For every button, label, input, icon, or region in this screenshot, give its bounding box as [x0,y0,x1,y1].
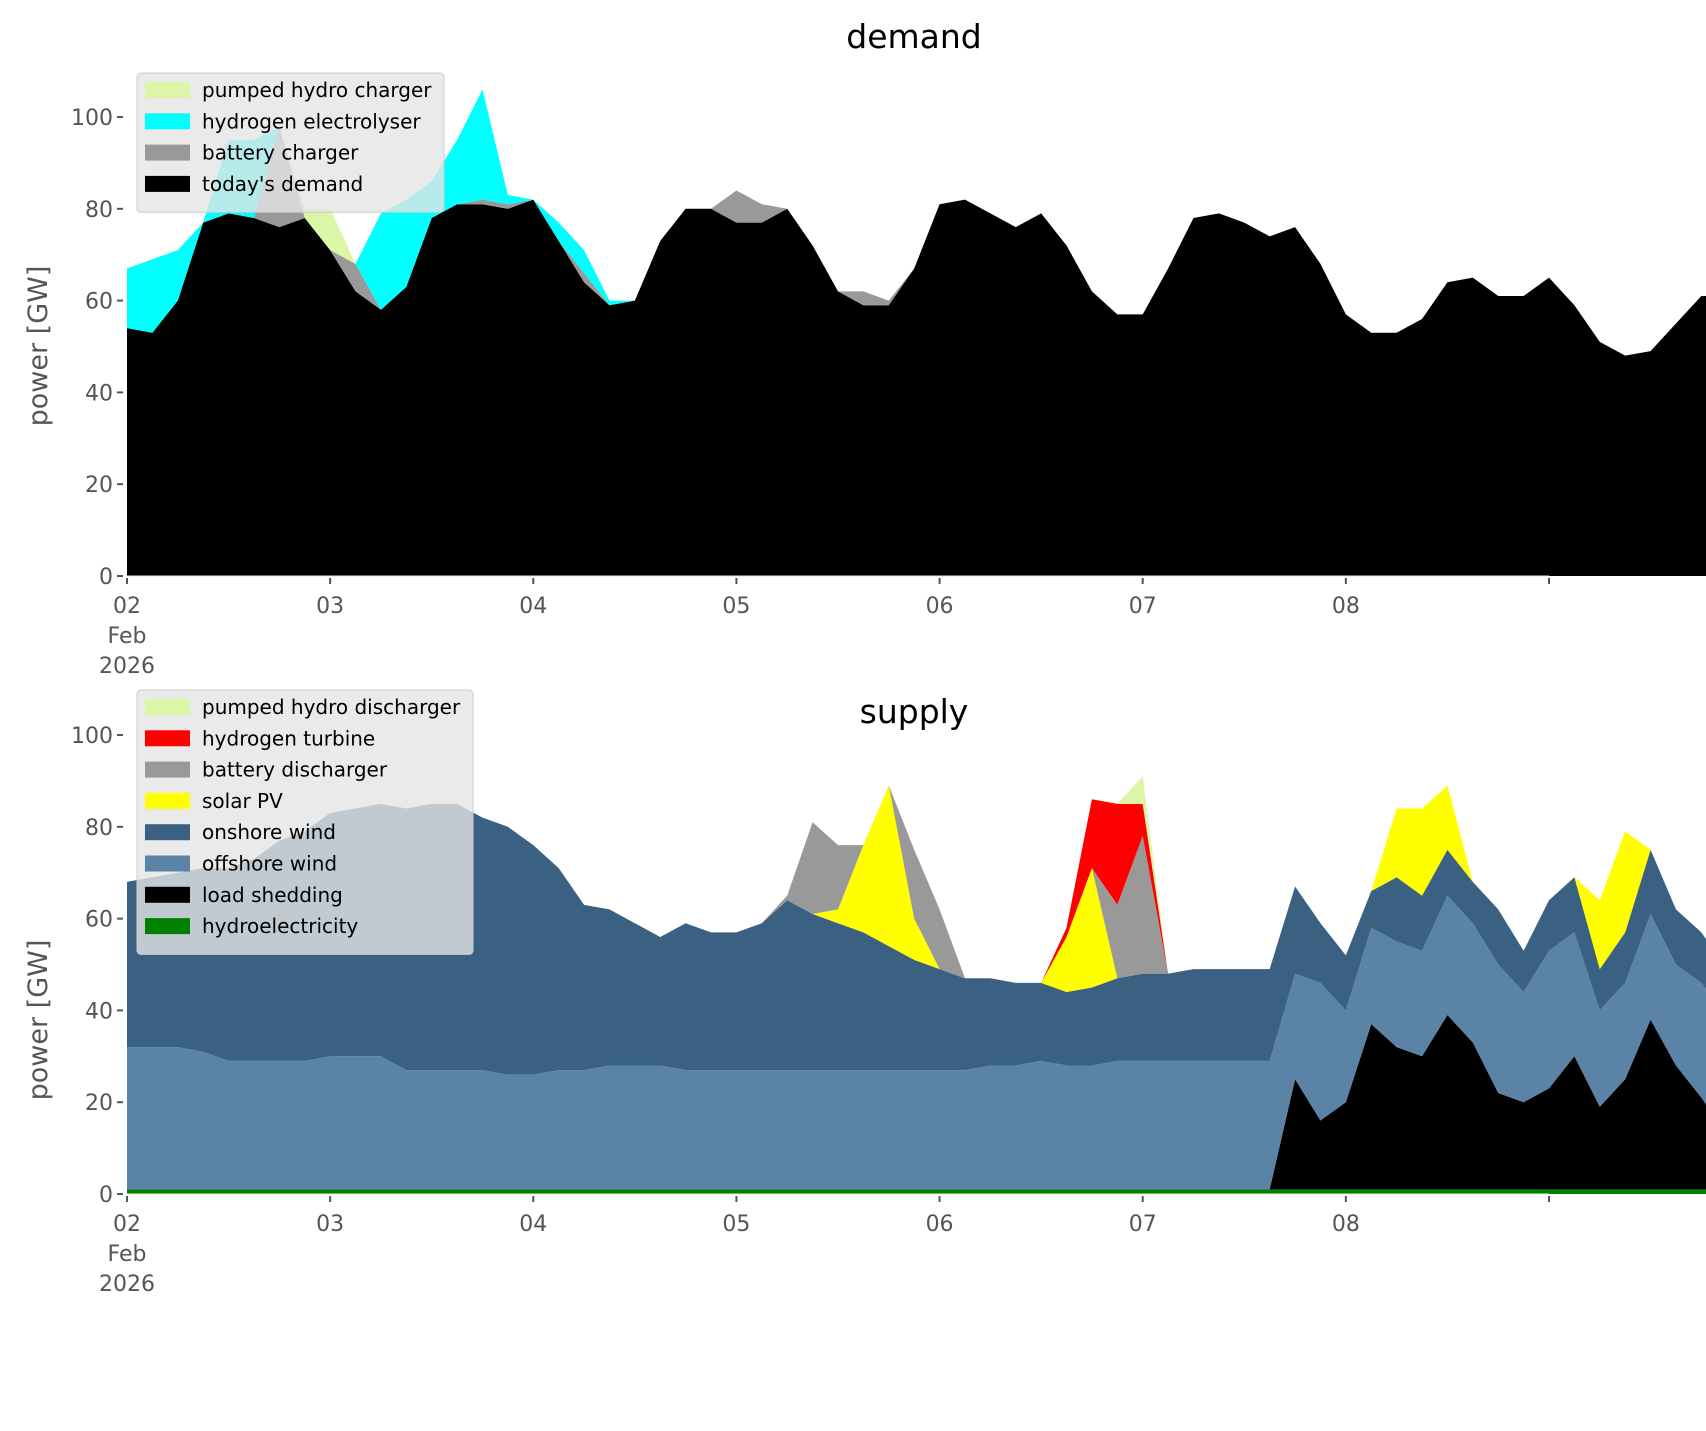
x-tick-label: 08 [1332,1212,1360,1237]
x-tick-label: 03 [316,1212,344,1237]
y-tick-label: 20 [85,473,113,498]
area-today-s-demand [127,199,1706,576]
y-tick-label: 0 [99,1183,113,1208]
legend-label-pumped-hydro-charger: pumped hydro charger [202,78,432,102]
legend-swatch-onshore-wind [145,824,190,841]
supply-panel: supply power [GW] 02040608010002Feb20260… [23,689,1706,1297]
supply-title: supply [860,692,969,731]
legend-label-battery-discharger: battery discharger [202,758,388,782]
x-tick-label: 07 [1129,1212,1157,1237]
legend-swatch-pumped-hydro-discharger [145,699,190,715]
legend-swatch-battery-discharger [145,761,190,778]
legend-box [136,72,445,213]
x-tick-label: 08 [1332,594,1360,619]
x-tick-label: 06 [926,1212,954,1237]
legend-swatch-solar-pv [145,792,190,809]
legend-box [136,689,474,955]
y-tick-label: 40 [85,381,113,406]
legend-label-hydrogen-electrolyser: hydrogen electrolyser [202,109,421,133]
y-tick-label: 40 [85,999,113,1024]
y-tick-label: 60 [85,908,113,933]
legend-swatch-hydroelectricity [145,918,190,935]
x-tick-label: 2026 [99,654,155,679]
demand-panel: demand power [GW] 02040608010002Feb20260… [23,17,1706,679]
x-tick-label: Feb [108,624,147,649]
x-tick-label: 05 [722,1212,750,1237]
legend-label-onshore-wind: onshore wind [202,820,336,844]
area-load-shedding [127,1014,1706,1190]
legend-label-offshore-wind: offshore wind [202,852,337,876]
x-tick-label: 2026 [99,1272,155,1297]
supply-areas [127,776,1706,1194]
area-onshore-wind [127,803,1706,1075]
x-tick-label: 02 [113,594,141,619]
supply-ylabel: power [GW] [23,940,54,1101]
demand-axes: 0 20 40 60 80 100 02 Feb 2026 03 04 05 06 07 08 [71,106,1550,679]
area-offshore-wind [127,895,1706,1190]
x-tick-label: 03 [316,594,344,619]
legend-label-solar-pv: solar PV [202,789,283,813]
legend-label-pumped-hydro-discharger: pumped hydro discharger [202,695,461,719]
demand-legend: pumped hydro charger hydrogen electrolyse… [136,72,445,213]
x-tick-label: 05 [722,594,750,619]
y-tick-label: 80 [85,198,113,223]
supply-legend: pumped hydro discharger hydrogen turbine b… [136,689,474,955]
y-tick-label: 20 [85,1091,113,1116]
x-tick-label: 07 [1129,594,1157,619]
x-tick-label: 04 [519,1212,547,1237]
demand-ylabel: power [GW] [23,266,54,427]
x-tick-label: 02 [113,1212,141,1237]
x-tick-label: 04 [519,594,547,619]
y-tick-label: 60 [85,290,113,315]
x-tick-label: Feb [108,1242,147,1267]
legend-label-hydroelectricity: hydroelectricity [202,914,358,938]
y-tick-label: 0 [99,565,113,590]
legend-swatch-battery-charger [145,144,190,161]
x-tick-label: 06 [926,594,954,619]
legend-label-hydrogen-turbine: hydrogen turbine [202,726,375,750]
area-hydroelectricity [127,1189,1706,1194]
legend-label-load-shedding: load shedding [202,883,343,907]
y-tick-label: 100 [71,724,113,749]
y-tick-label: 80 [85,816,113,841]
demand-title: demand [846,17,981,56]
legend-label-battery-charger: battery charger [202,141,359,165]
area-battery-discharger [127,785,1706,983]
legend-swatch-load-shedding [145,886,190,903]
supply-axes: 0 20 40 60 80 100 02 Feb 2026 03 04 05 06 07 08 [71,724,1550,1297]
legend-swatch-pumped-hydro-charger [145,82,190,98]
legend-swatch-hydrogen-electrolyser [145,113,190,130]
legend-label-today-s-demand: today's demand [202,172,363,196]
legend-swatch-hydrogen-turbine [145,730,190,747]
legend-swatch-today-s-demand [145,175,190,192]
area-solar-pv [127,785,1706,993]
legend-swatch-offshore-wind [145,855,190,872]
y-tick-label: 100 [71,106,113,131]
